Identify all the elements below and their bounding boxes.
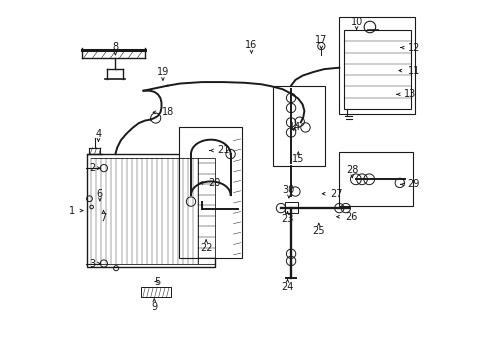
- Text: 29: 29: [408, 179, 420, 189]
- Text: 24: 24: [281, 282, 294, 292]
- Text: 9: 9: [151, 302, 157, 312]
- Text: 12: 12: [408, 42, 420, 53]
- Text: 26: 26: [345, 212, 358, 222]
- Text: 5: 5: [154, 276, 161, 287]
- Text: 17: 17: [315, 35, 327, 45]
- Bar: [179, 127, 242, 258]
- Bar: [273, 86, 325, 166]
- Text: 8: 8: [112, 42, 119, 52]
- Text: 18: 18: [162, 107, 174, 117]
- Bar: [198, 158, 215, 264]
- Text: 3: 3: [90, 258, 96, 269]
- Text: 30: 30: [283, 185, 295, 195]
- Bar: [141, 287, 171, 297]
- Text: 1: 1: [69, 206, 75, 216]
- Text: 4: 4: [96, 129, 101, 139]
- Text: 28: 28: [346, 165, 359, 175]
- Bar: [87, 154, 216, 267]
- Text: 10: 10: [350, 17, 363, 27]
- Text: 2: 2: [90, 163, 96, 173]
- Text: 16: 16: [245, 40, 258, 50]
- Bar: [339, 17, 415, 114]
- Text: 22: 22: [200, 243, 212, 253]
- Text: 25: 25: [313, 226, 325, 236]
- Bar: [339, 152, 414, 206]
- Bar: [343, 30, 411, 109]
- Text: 11: 11: [408, 66, 420, 76]
- Text: 19: 19: [157, 67, 169, 77]
- Text: 15: 15: [292, 154, 304, 164]
- Text: 23: 23: [281, 214, 294, 224]
- Text: 6: 6: [97, 189, 103, 199]
- Bar: [285, 202, 298, 213]
- Text: 14: 14: [289, 122, 301, 132]
- Text: 7: 7: [100, 213, 107, 223]
- Text: 21: 21: [217, 145, 229, 156]
- Text: 13: 13: [404, 89, 416, 99]
- Text: 20: 20: [208, 178, 220, 188]
- Text: 27: 27: [331, 189, 343, 199]
